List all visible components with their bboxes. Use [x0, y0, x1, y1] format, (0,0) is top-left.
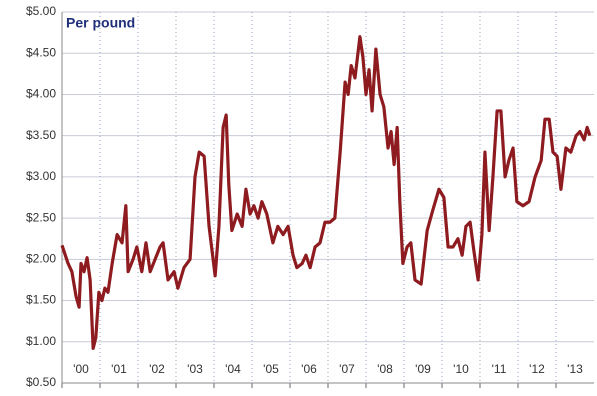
y-tick-label: $5.00 [26, 4, 56, 18]
y-tick-label: $0.50 [26, 375, 56, 389]
x-tick-label: '08 [377, 362, 393, 376]
y-tick-label: $2.00 [26, 252, 56, 266]
x-tick-label: '07 [339, 362, 355, 376]
y-tick-label: $4.50 [26, 45, 56, 59]
y-tick-label: $1.50 [26, 293, 56, 307]
x-tick-label: '02 [149, 362, 165, 376]
y-tick-label: $3.00 [26, 169, 56, 183]
x-tick-label: '12 [529, 362, 545, 376]
y-tick-label: $4.00 [26, 87, 56, 101]
x-tick-label: '03 [187, 362, 203, 376]
x-tick-label: '05 [263, 362, 279, 376]
x-tick-label: '06 [301, 362, 317, 376]
x-tick-label: '10 [453, 362, 469, 376]
data-line [60, 35, 592, 350]
x-tick-label: '01 [111, 362, 127, 376]
chart-title: Per pound [66, 15, 135, 31]
x-tick-label: '04 [225, 362, 241, 376]
x-tick-label: '00 [73, 362, 89, 376]
y-tick-label: $1.00 [26, 334, 56, 348]
y-tick-label: $2.50 [26, 210, 56, 224]
x-tick-label: '11 [492, 362, 507, 376]
y-tick-label: $3.50 [26, 128, 56, 142]
x-tick-label: '13 [567, 362, 583, 376]
x-tick-label: '09 [415, 362, 431, 376]
